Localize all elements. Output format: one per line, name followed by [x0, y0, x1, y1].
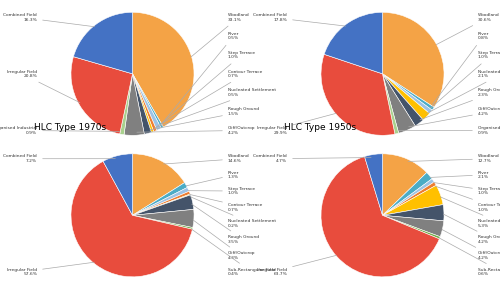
Text: Nucleated Settlement
0.5%: Nucleated Settlement 0.5% — [154, 88, 276, 128]
Text: Combined Field
17.8%: Combined Field 17.8% — [254, 13, 346, 26]
Text: Cliff/Outcrop
4.2%: Cliff/Outcrop 4.2% — [137, 126, 256, 135]
Text: Contour Terrace
0.7%: Contour Terrace 0.7% — [156, 70, 262, 127]
Text: Sub-Rectangular Field
0.4%: Sub-Rectangular Field 0.4% — [192, 230, 276, 276]
Text: Rough Ground
4.2%: Rough Ground 4.2% — [444, 214, 500, 244]
Wedge shape — [132, 74, 157, 132]
Wedge shape — [132, 74, 164, 128]
Wedge shape — [71, 57, 132, 134]
Wedge shape — [382, 12, 444, 107]
Wedge shape — [132, 183, 188, 215]
Wedge shape — [382, 215, 444, 237]
Text: Organised Industrial
0.9%: Organised Industrial 0.9% — [0, 126, 120, 135]
Wedge shape — [382, 185, 443, 215]
Text: Combined Field
16.3%: Combined Field 16.3% — [4, 13, 94, 27]
Text: Woodland
33.1%: Woodland 33.1% — [191, 13, 250, 57]
Wedge shape — [132, 215, 193, 229]
Text: Irregular Field
57.6%: Irregular Field 57.6% — [7, 262, 94, 276]
Text: Irregular Field
29.9%: Irregular Field 29.9% — [257, 113, 336, 135]
Wedge shape — [132, 154, 184, 215]
Text: Woodland
30.6%: Woodland 30.6% — [436, 13, 500, 45]
Text: Contour Terrace
1.0%: Contour Terrace 1.0% — [435, 186, 500, 211]
Wedge shape — [132, 187, 189, 215]
Wedge shape — [382, 74, 432, 113]
Wedge shape — [364, 154, 382, 215]
Text: Step Terrace
1.0%: Step Terrace 1.0% — [430, 51, 500, 108]
Wedge shape — [132, 12, 194, 127]
Wedge shape — [321, 54, 395, 135]
Text: Nucleated Settlement
0.2%: Nucleated Settlement 0.2% — [190, 197, 276, 228]
Text: Nucleated Settlement
2.1%: Nucleated Settlement 2.1% — [426, 70, 500, 113]
Wedge shape — [382, 154, 426, 215]
Wedge shape — [120, 74, 132, 135]
Text: Step Terrace
1.0%: Step Terrace 1.0% — [434, 183, 500, 195]
Text: Nucleated Settlement
5.3%: Nucleated Settlement 5.3% — [440, 197, 500, 228]
Wedge shape — [132, 195, 194, 215]
Text: River
2.1%: River 2.1% — [430, 171, 489, 179]
Wedge shape — [382, 74, 415, 133]
Text: Sub-Rectangular Field
0.6%: Sub-Rectangular Field 0.6% — [440, 238, 500, 276]
Text: Rough Ground
2.3%: Rough Ground 2.3% — [420, 88, 500, 120]
Text: HLC Type 1970s: HLC Type 1970s — [34, 123, 106, 132]
Wedge shape — [382, 74, 398, 134]
Wedge shape — [103, 154, 132, 215]
Text: Cliff/Outcrop
4.2%: Cliff/Outcrop 4.2% — [442, 230, 500, 260]
Text: Cliff/Outcrop
4.2%: Cliff/Outcrop 4.2% — [408, 107, 500, 127]
Text: River
0.8%: River 0.8% — [432, 32, 489, 105]
Text: Step Terrace
1.0%: Step Terrace 1.0% — [160, 51, 255, 125]
Wedge shape — [132, 194, 190, 215]
Text: Organised Industrial
0.9%: Organised Industrial 0.9% — [399, 126, 500, 135]
Text: Rough Ground
1.5%: Rough Ground 1.5% — [150, 107, 259, 130]
Wedge shape — [132, 74, 161, 130]
Wedge shape — [132, 74, 154, 132]
Text: Contour Terrace
0.7%: Contour Terrace 0.7% — [190, 194, 262, 211]
Text: Irregular Field
20.8%: Irregular Field 20.8% — [7, 70, 80, 103]
Wedge shape — [71, 161, 192, 277]
Text: Combined Field
4.7%: Combined Field 4.7% — [254, 155, 371, 163]
Wedge shape — [132, 74, 152, 134]
Text: HLC Type 1950s: HLC Type 1950s — [284, 123, 356, 132]
Text: Rough Ground
3.5%: Rough Ground 3.5% — [192, 204, 259, 244]
Wedge shape — [382, 179, 434, 215]
Wedge shape — [124, 74, 144, 135]
Wedge shape — [132, 209, 194, 228]
Wedge shape — [382, 74, 423, 126]
Wedge shape — [382, 182, 436, 215]
Text: Cliff/Outcrop
4.3%: Cliff/Outcrop 4.3% — [193, 220, 256, 260]
Wedge shape — [382, 74, 430, 120]
Text: Woodland
14.6%: Woodland 14.6% — [164, 155, 250, 164]
Wedge shape — [382, 173, 432, 215]
Text: River
0.5%: River 0.5% — [162, 32, 239, 123]
Wedge shape — [74, 12, 132, 74]
Wedge shape — [382, 215, 440, 239]
Wedge shape — [132, 191, 190, 215]
Wedge shape — [324, 12, 382, 74]
Text: Combined Field
7.2%: Combined Field 7.2% — [4, 155, 116, 163]
Wedge shape — [382, 74, 434, 110]
Text: River
1.3%: River 1.3% — [186, 171, 239, 186]
Wedge shape — [321, 156, 440, 277]
Wedge shape — [382, 205, 444, 221]
Text: Woodland
12.7%: Woodland 12.7% — [408, 155, 500, 163]
Text: Step Terrace
1.0%: Step Terrace 1.0% — [188, 187, 255, 195]
Text: Irregular Field
63.7%: Irregular Field 63.7% — [257, 255, 336, 276]
